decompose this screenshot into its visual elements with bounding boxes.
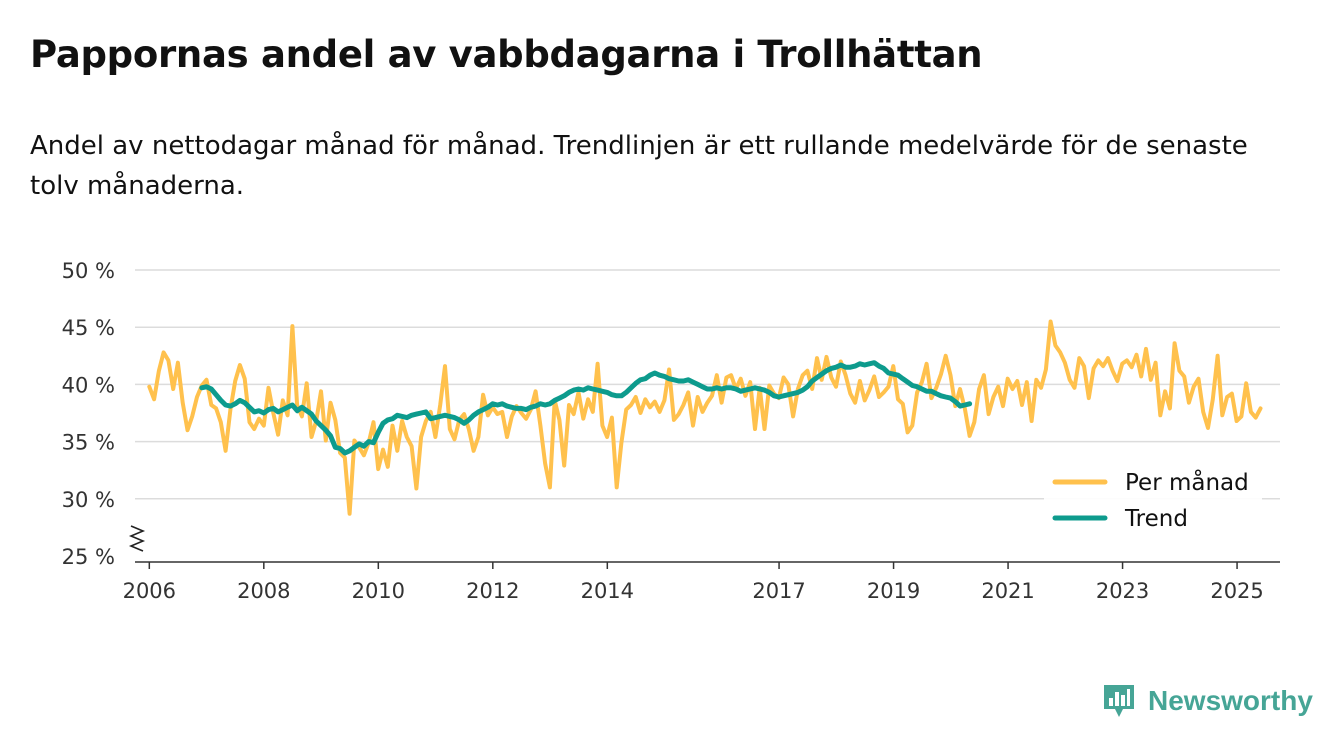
series-line-per-manad <box>147 319 1263 516</box>
newsworthy-brand[interactable]: Newsworthy <box>1102 683 1313 719</box>
brand-name: Newsworthy <box>1148 685 1313 716</box>
x-tick-label: 2023 <box>1096 579 1149 603</box>
legend-background <box>1044 461 1262 539</box>
x-tick-label: 2014 <box>581 579 634 603</box>
y-tick-label: 35 % <box>62 431 115 455</box>
y-tick-label: 45 % <box>62 316 115 340</box>
x-tick-label: 2017 <box>752 579 805 603</box>
x-tick-label: 2008 <box>237 579 290 603</box>
chart-title: Pappornas andel av vabbdagarna i Trollhä… <box>30 33 983 76</box>
series-lines <box>147 319 1263 516</box>
newsworthy-logo-icon <box>1104 685 1134 717</box>
y-tick-label: 50 % <box>62 259 115 283</box>
y-tick-label: 30 % <box>62 488 115 512</box>
x-tick-label: 2012 <box>466 579 519 603</box>
x-tick-label: 2019 <box>867 579 920 603</box>
legend-label-per-manad: Per månad <box>1125 468 1249 496</box>
x-tick-label: 2025 <box>1210 579 1263 603</box>
y-tick-label: 40 % <box>62 373 115 397</box>
legend: Per månad Trend <box>1044 461 1262 539</box>
legend-label-trend: Trend <box>1124 506 1188 532</box>
x-tick-label: 2010 <box>352 579 405 603</box>
x-tick-label: 2006 <box>123 579 176 603</box>
series-line-trend <box>199 360 973 456</box>
axis-break-icon <box>128 525 146 552</box>
y-axis-ticks: 25 % 30 % 35 % 40 % 45 % 50 % <box>62 259 115 569</box>
y-tick-label: 25 % <box>62 545 115 569</box>
chart-subtitle: Andel av nettodagar månad för månad. Tre… <box>30 131 1248 201</box>
x-tick-label: 2021 <box>981 579 1034 603</box>
x-axis-ticks: 2006 2008 2010 2012 2014 2017 2019 2021 2023 2025 <box>123 562 1264 603</box>
